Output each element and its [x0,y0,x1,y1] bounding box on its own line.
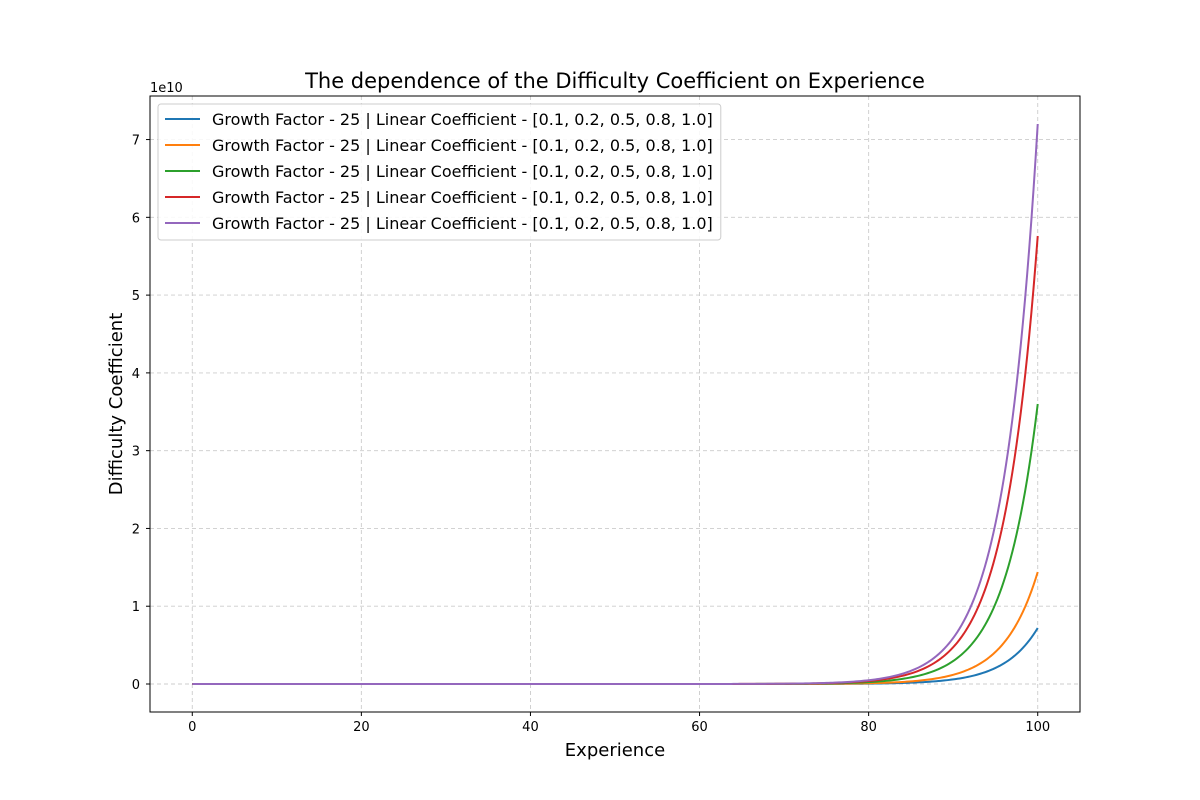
plot-frame [149,95,1081,713]
y-tick-label: 0 [132,678,140,693]
legend-label-5: Growth Factor - 25 | Linear Coefficient … [212,214,713,233]
y-tick-label: 1 [132,600,140,615]
series-line-3 [192,403,1039,685]
legend-box [157,103,722,241]
y-tick-label: 2 [132,522,140,537]
series-line-4 [192,235,1039,685]
y-tick-label: 4 [132,367,140,382]
x-tick-label: 80 [860,720,877,735]
legend-label-4: Growth Factor - 25 | Linear Coefficient … [212,188,713,207]
x-axis-label: Experience [565,740,665,761]
series-lines [192,123,1039,685]
legend-label-1: Growth Factor - 25 | Linear Coefficient … [212,110,713,129]
series-line-2 [192,571,1039,685]
series-line-1 [192,627,1039,685]
legend-label-3: Growth Factor - 25 | Linear Coefficient … [212,162,713,181]
legend: Growth Factor - 25 | Linear Coefficient … [157,103,722,241]
x-tick-label: 20 [353,720,370,735]
x-axis-ticks: 0 20 40 60 80 100 [188,712,1050,735]
y-tick-label: 3 [132,445,140,460]
x-tick-label: 40 [522,720,539,735]
y-tick-label: 6 [132,211,140,226]
y-offset-label: 1e10 [150,81,183,96]
y-tick-label: 5 [132,289,140,304]
x-tick-label: 60 [691,720,708,735]
y-axis-label: Difficulty Coefficient [106,313,127,496]
x-tick-label: 0 [188,720,196,735]
chart-title: The dependence of the Difficulty Coeffic… [304,69,925,93]
y-axis-ticks: 0 1 2 3 4 5 6 7 [132,134,150,693]
series-line-5 [192,123,1039,685]
x-tick-label: 100 [1025,720,1050,735]
y-tick-label: 7 [132,134,140,149]
legend-label-2: Growth Factor - 25 | Linear Coefficient … [212,136,713,155]
